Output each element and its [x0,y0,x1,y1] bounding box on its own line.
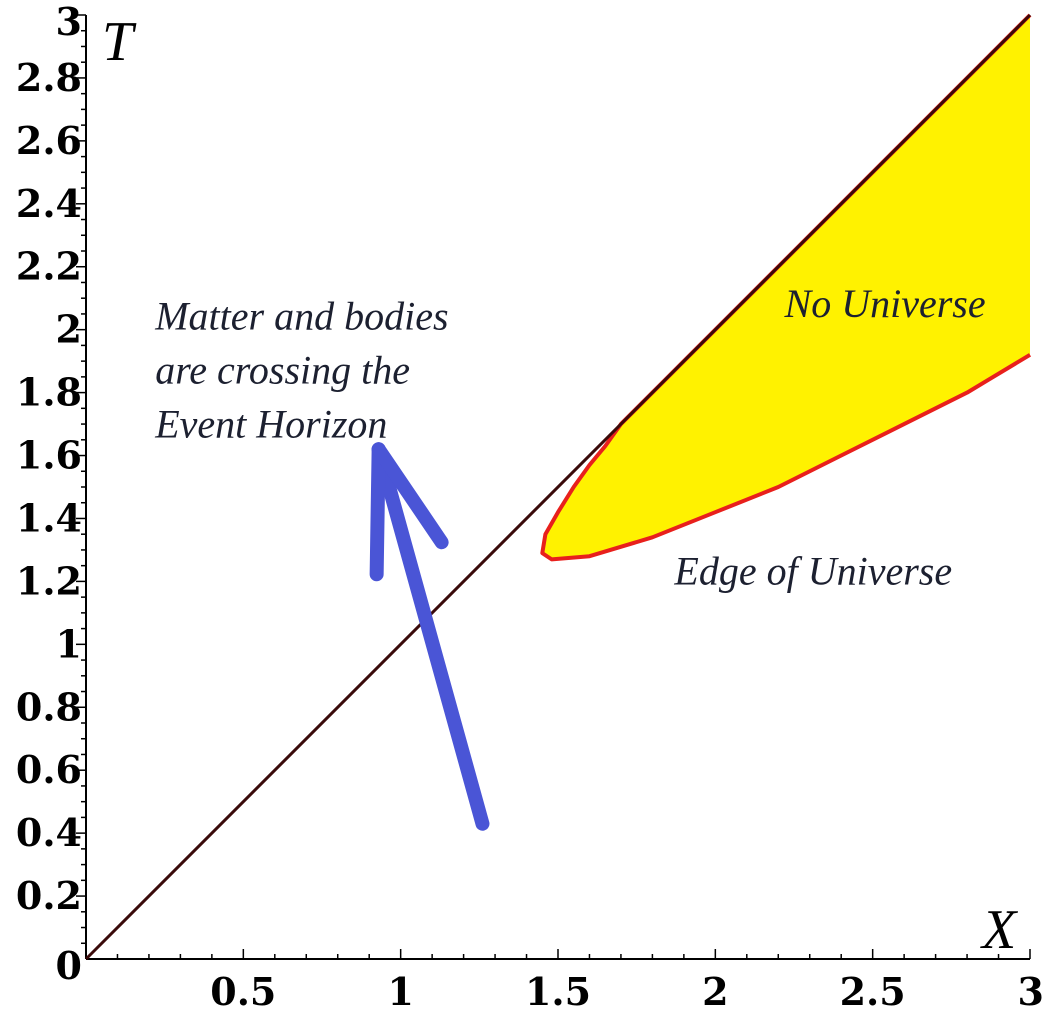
y-axis-ticks: 0 0.2 0.4 0.6 0.8 1 1.2 1.4 1.6 1.8 2 2.2 2.4 2.6 2.8 3 [16,0,86,988]
event-horizon-line [84,13,1032,961]
x-tick-label: 0.5 [210,969,276,1014]
y-tick-label: 0.6 [16,747,82,792]
annotation-text: are crossing the [155,348,410,393]
y-axis-label: T [102,11,137,73]
y-tick-label: 0.8 [16,684,82,729]
y-tick-label: 0.4 [16,810,82,855]
annotation-text: Event Horizon [154,402,387,447]
diagonal-line [84,13,1032,961]
x-tick-label: 3 [1018,969,1044,1014]
y-tick-label: 0.2 [16,873,82,918]
annotations: Matter and bodies are crossing the Event H… [154,281,985,593]
y-tick-label: 3 [56,0,82,44]
arrow-head-left [369,442,386,582]
x-tick-label: 1 [387,969,413,1014]
y-tick-label: 0 [56,943,82,988]
axes: 0.5 1 1.5 2 2.5 3 0 0.2 0.4 0.6 0.8 1 1.2 1.4 1.6 1.8 2… [16,0,1044,1014]
y-tick-label: 2.4 [16,181,82,226]
y-tick-label: 1.4 [16,495,82,540]
y-tick-label: 2.6 [16,118,82,163]
y-tick-label: 1 [56,621,82,666]
arrow-icon [369,442,490,831]
y-tick-label: 2.2 [16,244,82,289]
x-axis-ticks: 0.5 1 1.5 2 2.5 3 [116,949,1044,1014]
x-tick-label: 1.5 [525,969,591,1014]
arrow-head-right [371,442,449,550]
arrow-shaft [371,442,490,831]
x-tick-label: 2.5 [840,969,906,1014]
y-tick-label: 1.6 [16,433,82,478]
y-tick-label: 2 [56,307,82,352]
y-tick-label: 1.2 [16,558,82,603]
x-tick-label: 2 [702,969,728,1014]
y-tick-label: 2.8 [16,55,82,100]
annotation-text: No Universe [784,281,986,326]
annotation-text: Matter and bodies [154,294,448,339]
annotation-text: Edge of Universe [673,549,952,594]
no-universe-fill [542,15,1030,560]
x-axis-label: X [980,899,1019,961]
y-tick-label: 1.8 [16,370,82,415]
